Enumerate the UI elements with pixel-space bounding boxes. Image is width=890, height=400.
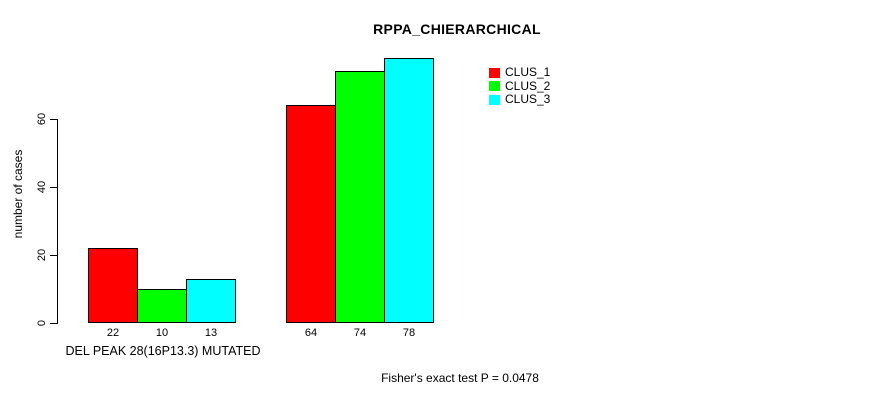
legend-label: CLUS_3 (505, 92, 551, 107)
bar-value-label: 22 (106, 327, 120, 339)
bar-value-label: 13 (204, 327, 218, 339)
legend-label: CLUS_1 (505, 65, 551, 80)
legend-swatch-icon (489, 94, 500, 105)
y-axis-tick (50, 187, 57, 188)
legend: CLUS_1 CLUS_2 CLUS_3 (489, 66, 550, 107)
y-axis-tick-label: 0 (36, 319, 48, 327)
y-axis-tick (50, 119, 57, 120)
legend-item-clus_1: CLUS_1 (489, 66, 550, 80)
y-axis-label: number of cases (11, 149, 25, 239)
bar-clus_2-group2 (335, 71, 385, 323)
y-axis-tick-label: 20 (36, 248, 48, 262)
fisher-test-annotation: Fisher's exact test P = 0.0478 (381, 371, 539, 385)
y-axis-line (57, 119, 58, 324)
bar-clus_3-group1 (186, 279, 236, 323)
bar-value-label: 78 (402, 327, 416, 339)
legend-label: CLUS_2 (505, 78, 551, 93)
bar-clus_2-group1 (137, 289, 187, 323)
legend-item-clus_3: CLUS_3 (489, 93, 550, 107)
legend-swatch-icon (489, 81, 500, 92)
y-axis-tick (50, 323, 57, 324)
y-axis-tick-label: 40 (36, 180, 48, 194)
y-axis-tick (50, 255, 57, 256)
chart-title: RPPA_CHIERARCHICAL (373, 21, 541, 37)
legend-item-clus_2: CLUS_2 (489, 78, 551, 94)
bar-value-label: 10 (155, 327, 169, 339)
y-axis-tick-label: 60 (36, 112, 48, 126)
bar-value-label: 64 (304, 327, 318, 339)
bar-value-label: 74 (353, 327, 367, 339)
legend-swatch-icon (489, 67, 500, 78)
x-axis-group-label: DEL PEAK 28(16P13.3) MUTATED (65, 344, 261, 358)
bar-clus_1-group2 (286, 105, 336, 323)
bar-clus_1-group1 (88, 248, 138, 323)
bar-clus_3-group2 (384, 58, 434, 323)
